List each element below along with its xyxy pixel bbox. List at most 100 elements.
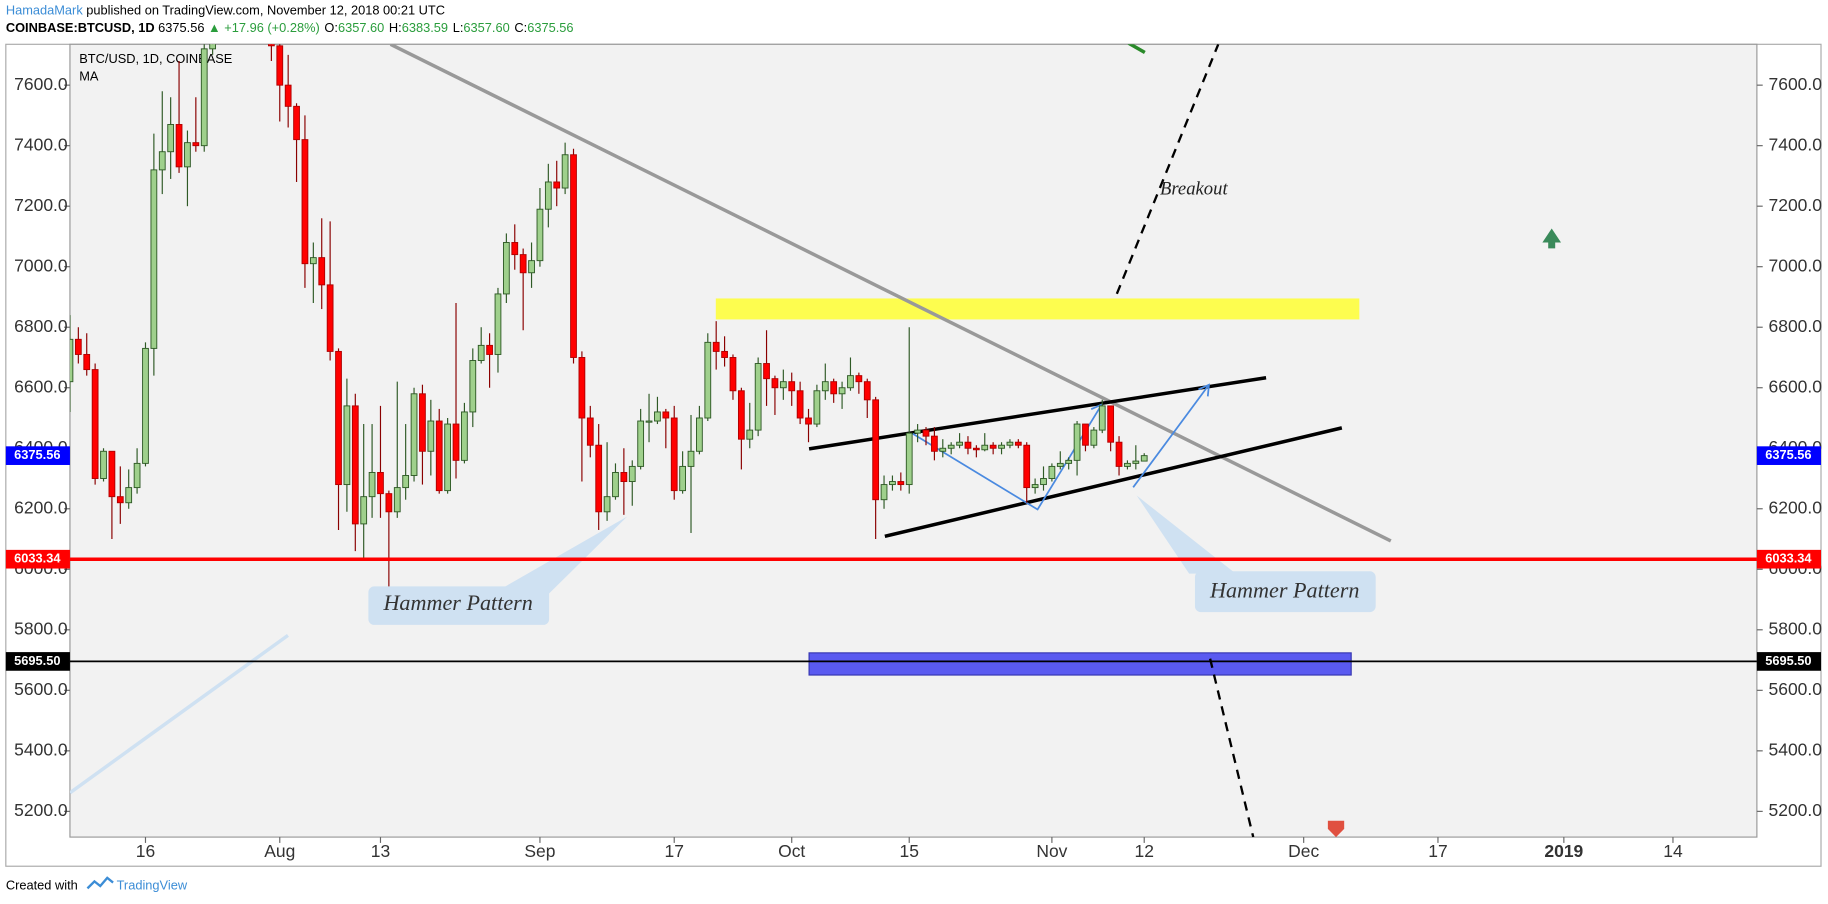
y-tick-label: 5800.0 [14, 618, 68, 638]
candle-body [830, 381, 838, 395]
author[interactable]: HamadaMark [6, 3, 83, 18]
breakdown-line [1208, 658, 1255, 838]
candle-body [108, 450, 116, 498]
candle-body [133, 462, 141, 489]
candle-body [847, 375, 854, 389]
candle-body [486, 344, 493, 355]
quote-value: 6357.60 [338, 21, 384, 36]
candle-body [687, 450, 695, 467]
level-tag [5, 549, 70, 569]
candle-body [142, 347, 149, 464]
candle-body [69, 338, 74, 383]
candle-body [947, 444, 955, 449]
candle-body [964, 441, 972, 449]
y-tick-label: 6600.0 [1769, 376, 1823, 396]
candle-body [729, 357, 737, 392]
candle-body [586, 417, 594, 446]
legend-symbol: BTC/USD, 1D, COINBASE [79, 51, 232, 66]
y-tick-label: 7400.0 [14, 134, 68, 154]
y-tick-label: 5200.0 [14, 800, 68, 820]
green-stroke [1127, 44, 1146, 54]
candle-body [1107, 405, 1115, 443]
candle-body [419, 393, 426, 452]
up-arrow [1542, 228, 1562, 249]
candle-body [335, 350, 342, 486]
candle-body [1040, 478, 1047, 486]
candle-body [192, 142, 200, 147]
candle-body [872, 399, 880, 501]
y-tick-label: 5400.0 [14, 739, 68, 759]
footer-brand[interactable]: TradingView [117, 877, 188, 892]
candle-body [628, 465, 636, 483]
candle-body [351, 405, 359, 525]
candle-body [721, 350, 728, 358]
channel-upper [808, 376, 1267, 451]
candle-body [880, 484, 888, 501]
candle-body [343, 405, 351, 486]
candle-body [293, 105, 300, 141]
x-tick-label: Oct [778, 841, 805, 861]
candle-body [662, 411, 670, 419]
candle-body [612, 471, 619, 498]
candle-body [1098, 405, 1106, 431]
candle-body [435, 420, 443, 492]
y-tick-label: 5200.0 [1769, 800, 1823, 820]
candle-body [477, 344, 485, 361]
candle-body [813, 390, 821, 425]
candle-body [1006, 441, 1014, 446]
candle-body [494, 293, 502, 355]
hammer-label: Hammer Pattern [1209, 577, 1359, 602]
candle-body [889, 481, 896, 486]
candle-body [100, 450, 107, 479]
projection-arrow [1132, 384, 1210, 488]
candle-body [754, 363, 762, 431]
annotations: Hammer Pattern Hammer Pattern Breakout [368, 178, 1376, 625]
candle-body [528, 260, 535, 274]
candle-body [637, 420, 645, 467]
y-tick-label: 5600.0 [14, 679, 68, 699]
quote-key: C: [514, 21, 527, 36]
candle-body [83, 353, 91, 371]
candle-body [670, 417, 678, 492]
down-arrow [1327, 820, 1345, 838]
publish-info: published on TradingView.com, November 1… [86, 3, 445, 18]
candle-body [116, 496, 124, 504]
candle-body [1023, 444, 1031, 489]
candle-body [972, 447, 980, 451]
candle-body [1124, 462, 1131, 467]
candle-body [679, 465, 686, 492]
candle-body [863, 381, 871, 401]
candle-body [125, 487, 133, 504]
candle-body [1056, 462, 1064, 467]
candle-body [1031, 484, 1039, 489]
last-price-tag [1756, 446, 1822, 465]
callout-pointer [501, 516, 628, 595]
candle-body [1090, 429, 1098, 446]
y-tick-label: 6800.0 [14, 316, 68, 336]
candle-body [578, 357, 586, 419]
x-tick-label: Aug [264, 841, 295, 861]
candle-body [276, 45, 284, 86]
candle-body [184, 142, 191, 168]
legend-ma: MA [79, 68, 99, 83]
candle-body [167, 124, 175, 153]
quote-value: 6357.60 [463, 21, 509, 36]
candle-body [595, 444, 603, 513]
level-label: 5695.50 [14, 653, 60, 668]
candle-body [645, 420, 653, 423]
quote-key: H: [389, 21, 402, 36]
candle-body [461, 411, 468, 461]
candle-body [427, 420, 435, 452]
candle-body [838, 387, 846, 395]
header-line: HamadaMark published on TradingView.com,… [6, 3, 445, 18]
last-price-label: 6375.56 [14, 447, 60, 462]
candle-body [796, 390, 804, 419]
candle-body [989, 444, 997, 449]
brand-logo [86, 876, 114, 890]
candle-body [1073, 423, 1081, 461]
candle-body [931, 435, 938, 452]
candle-body [402, 475, 410, 489]
candle-body [905, 432, 913, 486]
